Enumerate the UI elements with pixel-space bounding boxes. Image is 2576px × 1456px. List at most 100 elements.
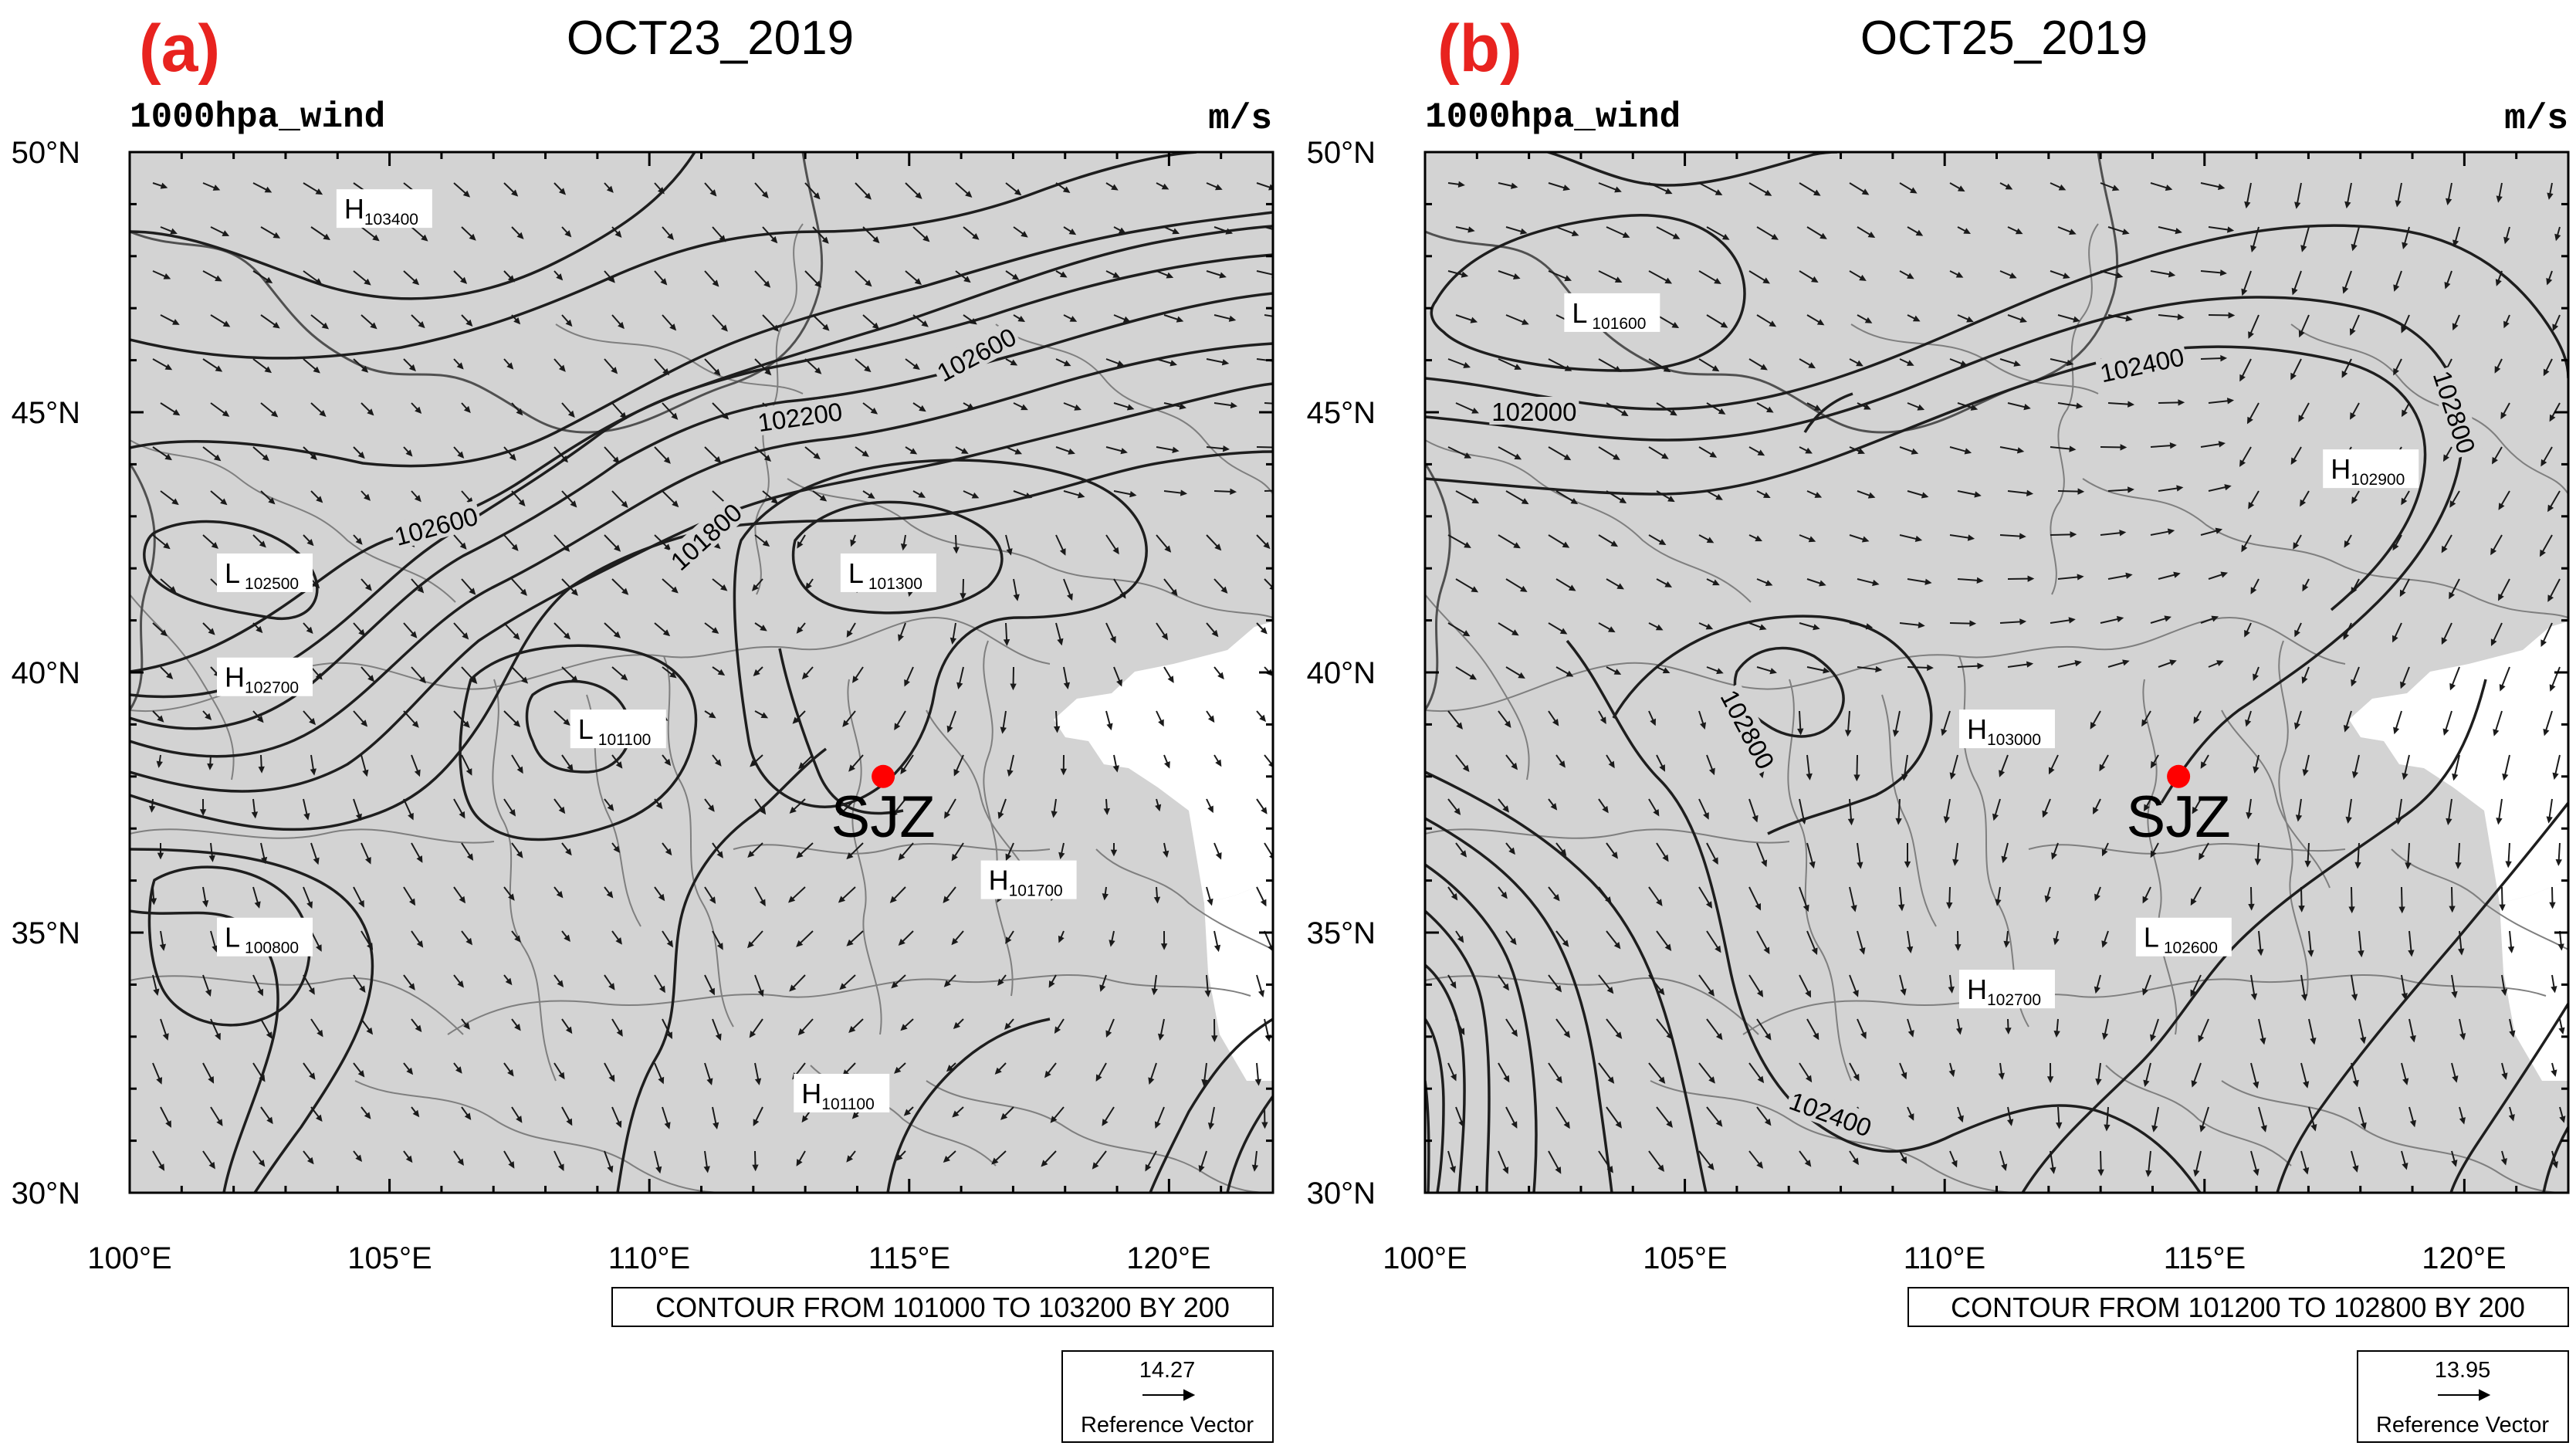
wind-vector [511,578,527,596]
wind-vector-field [148,182,1273,1174]
lon-tick-label: 100°E [87,1241,171,1275]
wind-vector [561,490,577,508]
wind-vector [303,710,316,726]
wind-vector [252,270,273,284]
wind-vector [461,842,474,861]
wind-vector [2503,226,2510,245]
wind-vector [712,402,729,420]
wind-vector [361,666,375,682]
wind-vector [611,754,623,769]
wind-vector [2208,226,2235,233]
wind-vector [411,1106,420,1118]
wind-vector [2395,798,2402,825]
wind-vector [503,1062,514,1077]
wind-vector [453,182,471,198]
low-pressure-center: L 101300 [840,553,936,593]
wind-vector [2301,666,2310,684]
wind-vector [310,314,330,330]
wind-vector [1748,270,1770,284]
wind-vector [2344,534,2352,548]
wind-vector [796,930,814,947]
wind-vector [2093,798,2101,814]
wind-vector [1548,622,1568,635]
wind-vector [2398,886,2405,914]
wind-vector [2444,270,2452,290]
wind-vector [997,798,1007,820]
wind-vector [411,314,425,329]
wind-vector [955,270,971,283]
wind-vector [1256,886,1267,907]
wind-vector [202,1150,215,1170]
wind-vector [1748,974,1764,997]
wind-vector [561,666,579,683]
wind-vector [2557,930,2564,951]
wind-vector [1756,490,1771,499]
wind-vector [1004,1018,1014,1031]
center-pressure-value: 101300 [868,575,922,593]
high-pressure-center: H 101100 [794,1073,890,1113]
wind-vector [1957,314,1974,323]
wind-vector [1648,1062,1666,1084]
wind-vector [912,402,926,412]
wind-vector [553,1062,565,1080]
wind-vector [2408,930,2415,957]
station-dot [872,764,895,788]
wind-vector [1706,578,1720,586]
wind-vector [303,1062,316,1080]
wind-vector [148,798,156,813]
wind-vector [310,930,322,952]
wind-vector [1055,534,1066,556]
wind-vector [1548,270,1572,282]
wind-vector [1698,446,1718,458]
wind-vector [1207,1106,1215,1130]
wind-vector [1748,886,1762,911]
wind-vector [1447,181,1465,188]
center-type-letter: L [2144,922,2159,953]
center-pressure-value: 100800 [245,940,299,957]
wind-vector [2354,842,2361,869]
wind-vector [210,1018,221,1041]
lon-tick-label: 115°E [868,1241,950,1275]
wind-vector [1648,622,1664,631]
wind-vector [1005,358,1018,366]
wind-vector [1949,1150,1958,1168]
wind-vector [411,490,421,503]
wind-vector [1756,578,1773,586]
wind-vector [1606,226,1630,239]
wind-vector [503,534,519,551]
wind-vector [611,226,622,238]
wind-vector [2244,182,2252,209]
wind-vector [1999,446,2025,454]
wind-vector [1648,182,1673,195]
wind-vector [2459,1106,2466,1125]
wind-vector [754,886,766,907]
wind-vector [1498,886,1508,899]
center-label-box [217,657,313,696]
wind-vector [1505,842,1515,855]
wind-vector [1003,622,1010,646]
wind-vector [1055,622,1064,646]
wind-vector [1957,226,1971,234]
wind-vector [2101,930,2109,948]
wind-vector [1907,1018,1914,1038]
wind-vector [1113,578,1126,599]
wind-vector [1598,1062,1615,1084]
wind-vector [1706,1018,1723,1041]
wind-vector [1447,446,1472,459]
wind-vector [1756,1018,1772,1041]
wind-vector [1455,1018,1465,1036]
wind-vector [2007,489,2034,496]
wind-vector [2101,842,2109,857]
wind-vector [1849,886,1857,913]
wind-vector [754,622,767,631]
wind-vector [704,182,717,197]
wind-vector [1555,1106,1570,1129]
wind-vector [1892,710,1901,737]
wind-vector [1656,1018,1674,1040]
wind-vector [1857,578,1880,587]
wind-vector [1105,270,1120,278]
center-type-letter: H [1967,713,1987,745]
wind-vector [461,930,473,946]
wind-vector [1105,446,1128,455]
wind-vector [403,1062,414,1075]
